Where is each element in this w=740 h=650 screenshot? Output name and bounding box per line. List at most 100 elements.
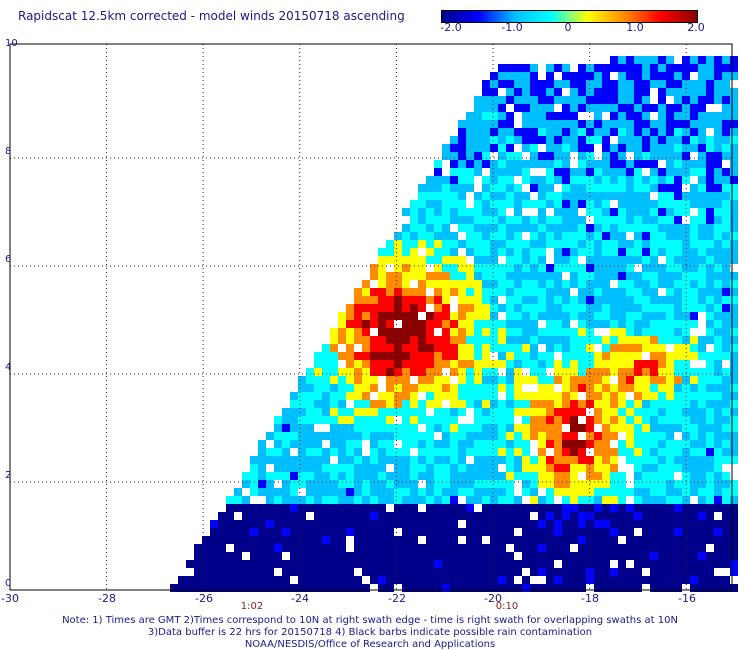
wind-cell xyxy=(426,328,434,336)
wind-cell xyxy=(610,360,618,368)
wind-cell xyxy=(626,520,634,528)
colorbar-label: 0 xyxy=(564,21,572,34)
wind-cell xyxy=(202,536,210,544)
wind-cell xyxy=(306,440,314,448)
wind-cell xyxy=(602,432,610,440)
wind-cell xyxy=(354,472,362,480)
wind-cell xyxy=(562,496,570,504)
wind-cell xyxy=(226,536,234,544)
wind-cell xyxy=(370,496,378,504)
wind-cell xyxy=(602,216,610,224)
wind-cell xyxy=(490,184,498,192)
wind-cell xyxy=(482,112,490,120)
wind-cell xyxy=(554,296,562,304)
wind-cell xyxy=(626,184,634,192)
wind-cell xyxy=(602,80,610,88)
wind-cell xyxy=(194,552,202,560)
wind-cell xyxy=(610,64,618,72)
wind-cell xyxy=(442,544,450,552)
wind-cell xyxy=(490,568,498,576)
wind-cell xyxy=(434,368,442,376)
wind-cell xyxy=(346,352,354,360)
wind-cell xyxy=(658,176,666,184)
wind-cell xyxy=(474,384,482,392)
wind-cell xyxy=(562,296,570,304)
wind-cell xyxy=(570,136,578,144)
wind-cell xyxy=(730,328,738,336)
wind-cell xyxy=(594,384,602,392)
wind-cell xyxy=(634,160,642,168)
wind-cell xyxy=(578,344,586,352)
wind-cell xyxy=(698,464,706,472)
wind-cell xyxy=(562,448,570,456)
wind-cell xyxy=(722,576,730,584)
wind-cell xyxy=(218,584,226,592)
wind-cell xyxy=(666,568,674,576)
wind-cell xyxy=(634,232,642,240)
wind-cell xyxy=(538,424,546,432)
wind-cell xyxy=(706,216,714,224)
wind-cell xyxy=(482,384,490,392)
wind-cell xyxy=(634,344,642,352)
wind-cell xyxy=(618,112,626,120)
wind-cell xyxy=(642,80,650,88)
wind-cell xyxy=(458,376,466,384)
wind-cell xyxy=(722,408,730,416)
wind-cell xyxy=(530,120,538,128)
wind-cell xyxy=(626,544,634,552)
wind-cell xyxy=(554,464,562,472)
wind-cell xyxy=(370,488,378,496)
wind-cell xyxy=(450,528,458,536)
wind-cell xyxy=(618,504,626,512)
wind-cell xyxy=(666,328,674,336)
wind-cell xyxy=(402,264,410,272)
wind-cell xyxy=(610,104,618,112)
wind-cell xyxy=(618,208,626,216)
wind-cell xyxy=(434,584,442,592)
wind-cell xyxy=(482,472,490,480)
wind-cell xyxy=(650,248,658,256)
wind-cell xyxy=(666,384,674,392)
y-tick-label: 0 xyxy=(5,578,12,589)
wind-cell xyxy=(418,184,426,192)
wind-cell xyxy=(474,328,482,336)
wind-cell xyxy=(514,568,522,576)
wind-cell xyxy=(322,536,330,544)
wind-cell xyxy=(658,520,666,528)
wind-cell xyxy=(482,576,490,584)
wind-cell xyxy=(458,400,466,408)
wind-cell xyxy=(626,264,634,272)
wind-cell xyxy=(722,136,730,144)
wind-cell xyxy=(394,352,402,360)
wind-cell xyxy=(450,272,458,280)
wind-cell xyxy=(354,544,362,552)
wind-cell xyxy=(642,256,650,264)
wind-cell xyxy=(730,288,738,296)
wind-cell xyxy=(674,240,682,248)
wind-cell xyxy=(442,432,450,440)
wind-cell xyxy=(722,112,730,120)
wind-cell xyxy=(282,472,290,480)
wind-cell xyxy=(362,584,370,592)
wind-cell xyxy=(490,584,498,592)
wind-cell xyxy=(250,576,258,584)
wind-cell xyxy=(666,128,674,136)
wind-cell xyxy=(674,400,682,408)
wind-cell xyxy=(546,512,554,520)
wind-cell xyxy=(306,384,314,392)
wind-cell xyxy=(402,528,410,536)
wind-cell xyxy=(290,480,298,488)
wind-cell xyxy=(362,480,370,488)
wind-cell xyxy=(698,512,706,520)
wind-cell xyxy=(434,496,442,504)
wind-cell xyxy=(698,584,706,592)
wind-cell xyxy=(626,224,634,232)
wind-cell xyxy=(578,352,586,360)
wind-cell xyxy=(546,520,554,528)
wind-cell xyxy=(402,448,410,456)
wind-cell xyxy=(314,464,322,472)
wind-cell xyxy=(626,160,634,168)
wind-cell xyxy=(490,576,498,584)
wind-cell xyxy=(658,224,666,232)
wind-cell xyxy=(370,344,378,352)
